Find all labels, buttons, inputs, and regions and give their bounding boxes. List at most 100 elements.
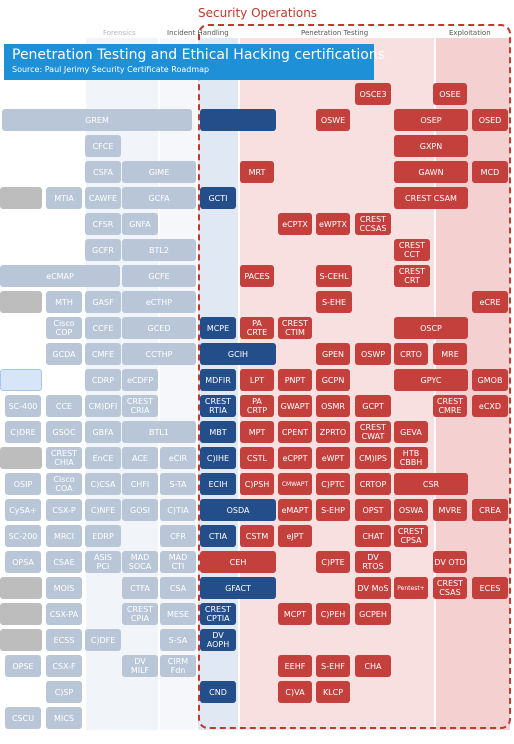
cert-ecptx: eCPTX [278, 213, 312, 235]
cert-cfr: CFR [160, 525, 196, 547]
cert-c-psh: C)PSH [240, 473, 274, 495]
cert-cirm-fdn: CIRM Fdn [160, 655, 196, 677]
column-header-incident: Incident Handling [167, 29, 229, 37]
column-header-forensics: Forensics [103, 29, 136, 37]
cert-osda: OSDA [200, 499, 276, 521]
cert-gcpt: GCPT [355, 395, 391, 417]
cert-gpyc: GPYC [394, 369, 468, 391]
cert-ctia: CTIA [200, 525, 236, 547]
cert-cmfe: CMFE [85, 343, 121, 365]
cert-opst: OPST [355, 499, 391, 521]
cert-gfact: GFACT [200, 577, 276, 599]
cert-asis-pci: ASIS PCI [85, 551, 121, 573]
cert-cmwapt: CMWAPT [278, 473, 312, 495]
banner-title: Penetration Testing and Ethical Hacking … [12, 47, 385, 63]
cert-mad-soca: MAD SOCA [122, 551, 158, 573]
cert-blank [0, 369, 42, 391]
cert-ecthp: eCTHP [122, 291, 196, 313]
cert-c-peh: C)PEH [316, 603, 350, 625]
cert-csfa: CSFA [85, 161, 121, 183]
cert-ccthp: CCTHP [122, 343, 196, 365]
cert-cpent: CPENT [278, 421, 312, 443]
cert-oswe: OSWE [316, 109, 350, 131]
cert-oscp: OSCP [394, 317, 468, 339]
cert-ctfa: CTFA [122, 577, 158, 599]
cert-c-sp: C)SP [46, 681, 82, 703]
cert-ewpt: eWPT [316, 447, 350, 469]
cert-gmob: GMOB [472, 369, 508, 391]
cert-ecss: ECSS [46, 629, 82, 651]
cert-gbfa: GBFA [85, 421, 121, 443]
cert-cysa: CySA+ [5, 499, 41, 521]
cert-crest-crt: CREST CRT [394, 265, 430, 287]
cert-pa-crte: PA CRTE [240, 317, 274, 339]
cert-btl1: BTL1 [122, 421, 196, 443]
cert-c-tia: C)TIA [160, 499, 196, 521]
cert-osip: OSIP [5, 473, 41, 495]
cert-crest-cmre: CREST CMRE [433, 395, 467, 417]
cert-ewptx: eWPTX [316, 213, 350, 235]
cert-crea: CREA [472, 499, 508, 521]
cert-ecxd: eCXD [472, 395, 508, 417]
cert-crest-cria: CREST CRIA [122, 395, 158, 417]
cert-cha: CHA [355, 655, 391, 677]
cert-blank [0, 187, 42, 209]
cert-mrt: MRT [240, 161, 274, 183]
cert-cisco-coa: Cisco COA [46, 473, 82, 495]
cert-emapt: eMAPT [278, 499, 312, 521]
cert-mth: MTH [46, 291, 82, 313]
cert-c-dfe: C)DFE [85, 629, 121, 651]
cert-gxpn: GXPN [394, 135, 468, 157]
cert-s-ehp: S-EHP [316, 499, 350, 521]
cert-cm-dfi: CM)DFI [85, 395, 121, 417]
cert-mvre: MVRE [433, 499, 467, 521]
cert-cm-ips: CM)IPS [355, 447, 391, 469]
cert-mese: MESE [160, 603, 196, 625]
cert-lpt: LPT [240, 369, 274, 391]
cert-csx-pa: CSX-PA [46, 603, 82, 625]
cert-c-ihe: C)IHE [200, 447, 236, 469]
cert-mbt: MBT [200, 421, 236, 443]
cert-eehf: EEHF [278, 655, 312, 677]
cert-cisco-cop: Cisco COP [46, 317, 82, 339]
cert-btl2: BTL2 [122, 239, 196, 261]
cert-pa-crtp: PA CRTP [240, 395, 274, 417]
cert-cawfe: CAWFE [85, 187, 121, 209]
title-banner: Penetration Testing and Ethical Hacking … [4, 44, 385, 80]
cert-gime: GIME [122, 161, 196, 183]
cert-crest-cpsa: CREST CPSA [394, 525, 428, 547]
cert-pentest: Pentest+ [394, 577, 428, 599]
cert-geva: GEVA [394, 421, 428, 443]
cert-blank [0, 577, 42, 599]
cert-csx-f: CSX-F [46, 655, 82, 677]
section-title: Security Operations [198, 6, 318, 20]
cert-osee: OSEE [433, 83, 467, 105]
cert-edrp: EDRP [85, 525, 121, 547]
cert-gwapt: GWAPT [278, 395, 312, 417]
cert-gcih: GCIH [200, 343, 276, 365]
cert-crest-csam: CREST CSAM [394, 187, 468, 209]
cert-ceh: CEH [200, 551, 276, 573]
cert-mre: MRE [433, 343, 467, 365]
cert-blank [0, 447, 42, 469]
cert-cstm: CSTM [240, 525, 274, 547]
cert-oswp: OSWP [355, 343, 391, 365]
cert-gcfr: GCFR [85, 239, 121, 261]
cert-gced: GCED [122, 317, 196, 339]
cert-c-ptc: C)PTC [316, 473, 350, 495]
cert-paces: PACES [240, 265, 274, 287]
cert-crest-rtia: CREST RTIA [200, 395, 236, 417]
cert-ace: ACE [122, 447, 158, 469]
cert-gcda: GCDA [46, 343, 82, 365]
cert-crest-cct: CREST CCT [394, 239, 430, 261]
cert-ecih: ECIH [200, 473, 236, 495]
cert-klcp: KLCP [316, 681, 350, 703]
cert-s-ehe: S-EHE [316, 291, 352, 313]
cert-blank [0, 629, 42, 651]
cert-ejpt: eJPT [278, 525, 312, 547]
cert-sc-400: SC-400 [5, 395, 41, 417]
cert-ecmap: eCMAP [0, 265, 120, 287]
cert-s-ta: S-TA [160, 473, 196, 495]
cert-gcpeh: GCPEH [355, 603, 391, 625]
cert-osed: OSED [472, 109, 508, 131]
